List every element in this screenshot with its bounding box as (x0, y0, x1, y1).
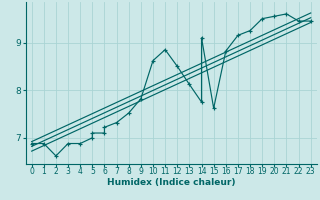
X-axis label: Humidex (Indice chaleur): Humidex (Indice chaleur) (107, 178, 236, 187)
